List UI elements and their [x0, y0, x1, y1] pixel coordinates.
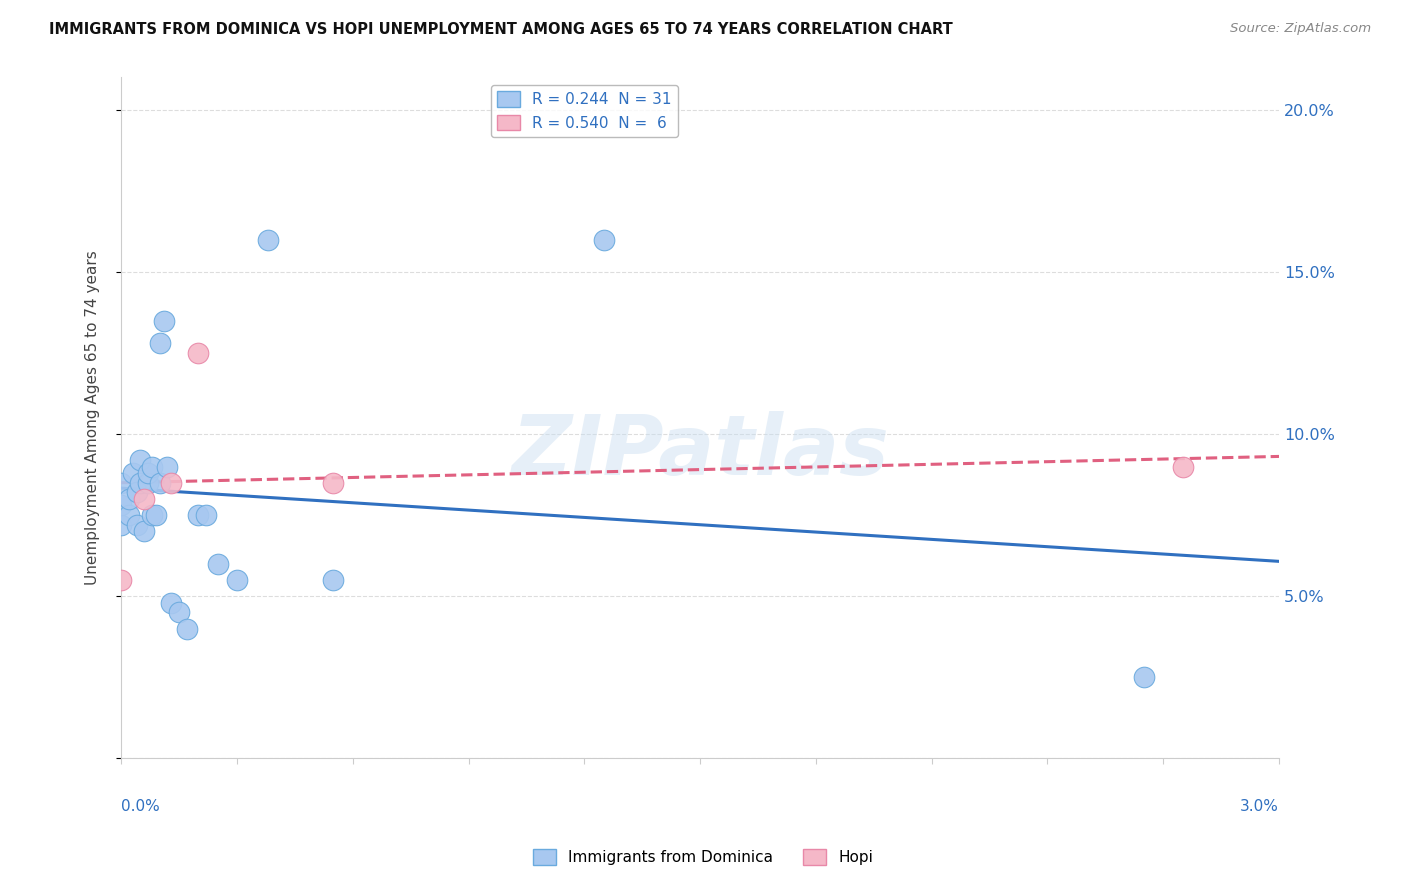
Point: [118, 508, 141, 523]
Point: [592, 233, 614, 247]
Point: [129, 475, 152, 490]
Point: [110, 499, 132, 513]
Point: [118, 491, 141, 506]
Point: [1133, 670, 1156, 684]
Point: [145, 508, 167, 523]
Point: [207, 557, 229, 571]
Point: [187, 508, 209, 523]
Legend: R = 0.244  N = 31, R = 0.540  N =  6: R = 0.244 N = 31, R = 0.540 N = 6: [491, 85, 678, 136]
Point: [195, 508, 218, 523]
Point: [110, 475, 132, 490]
Point: [152, 313, 174, 327]
Point: [149, 336, 172, 351]
Point: [110, 573, 132, 587]
Point: [160, 475, 183, 490]
Point: [129, 453, 152, 467]
Point: [167, 606, 190, 620]
Text: ZIPatlas: ZIPatlas: [512, 411, 889, 492]
Point: [141, 508, 163, 523]
Point: [160, 596, 183, 610]
Y-axis label: Unemployment Among Ages 65 to 74 years: Unemployment Among Ages 65 to 74 years: [86, 251, 100, 585]
Point: [134, 491, 156, 506]
Point: [256, 233, 278, 247]
Point: [322, 475, 344, 490]
Point: [226, 573, 249, 587]
Point: [136, 475, 159, 490]
Text: Source: ZipAtlas.com: Source: ZipAtlas.com: [1230, 22, 1371, 36]
Point: [176, 622, 198, 636]
Text: 0.0%: 0.0%: [121, 799, 160, 814]
Point: [134, 524, 156, 539]
Point: [1171, 459, 1194, 474]
Text: 3.0%: 3.0%: [1240, 799, 1279, 814]
Point: [187, 346, 209, 360]
Text: IMMIGRANTS FROM DOMINICA VS HOPI UNEMPLOYMENT AMONG AGES 65 TO 74 YEARS CORRELAT: IMMIGRANTS FROM DOMINICA VS HOPI UNEMPLO…: [49, 22, 953, 37]
Legend: Immigrants from Dominica, Hopi: Immigrants from Dominica, Hopi: [526, 843, 880, 871]
Point: [322, 573, 344, 587]
Point: [156, 459, 179, 474]
Point: [110, 517, 132, 532]
Point: [125, 517, 148, 532]
Point: [149, 475, 172, 490]
Point: [141, 459, 163, 474]
Point: [136, 466, 159, 480]
Point: [125, 485, 148, 500]
Point: [121, 466, 143, 480]
